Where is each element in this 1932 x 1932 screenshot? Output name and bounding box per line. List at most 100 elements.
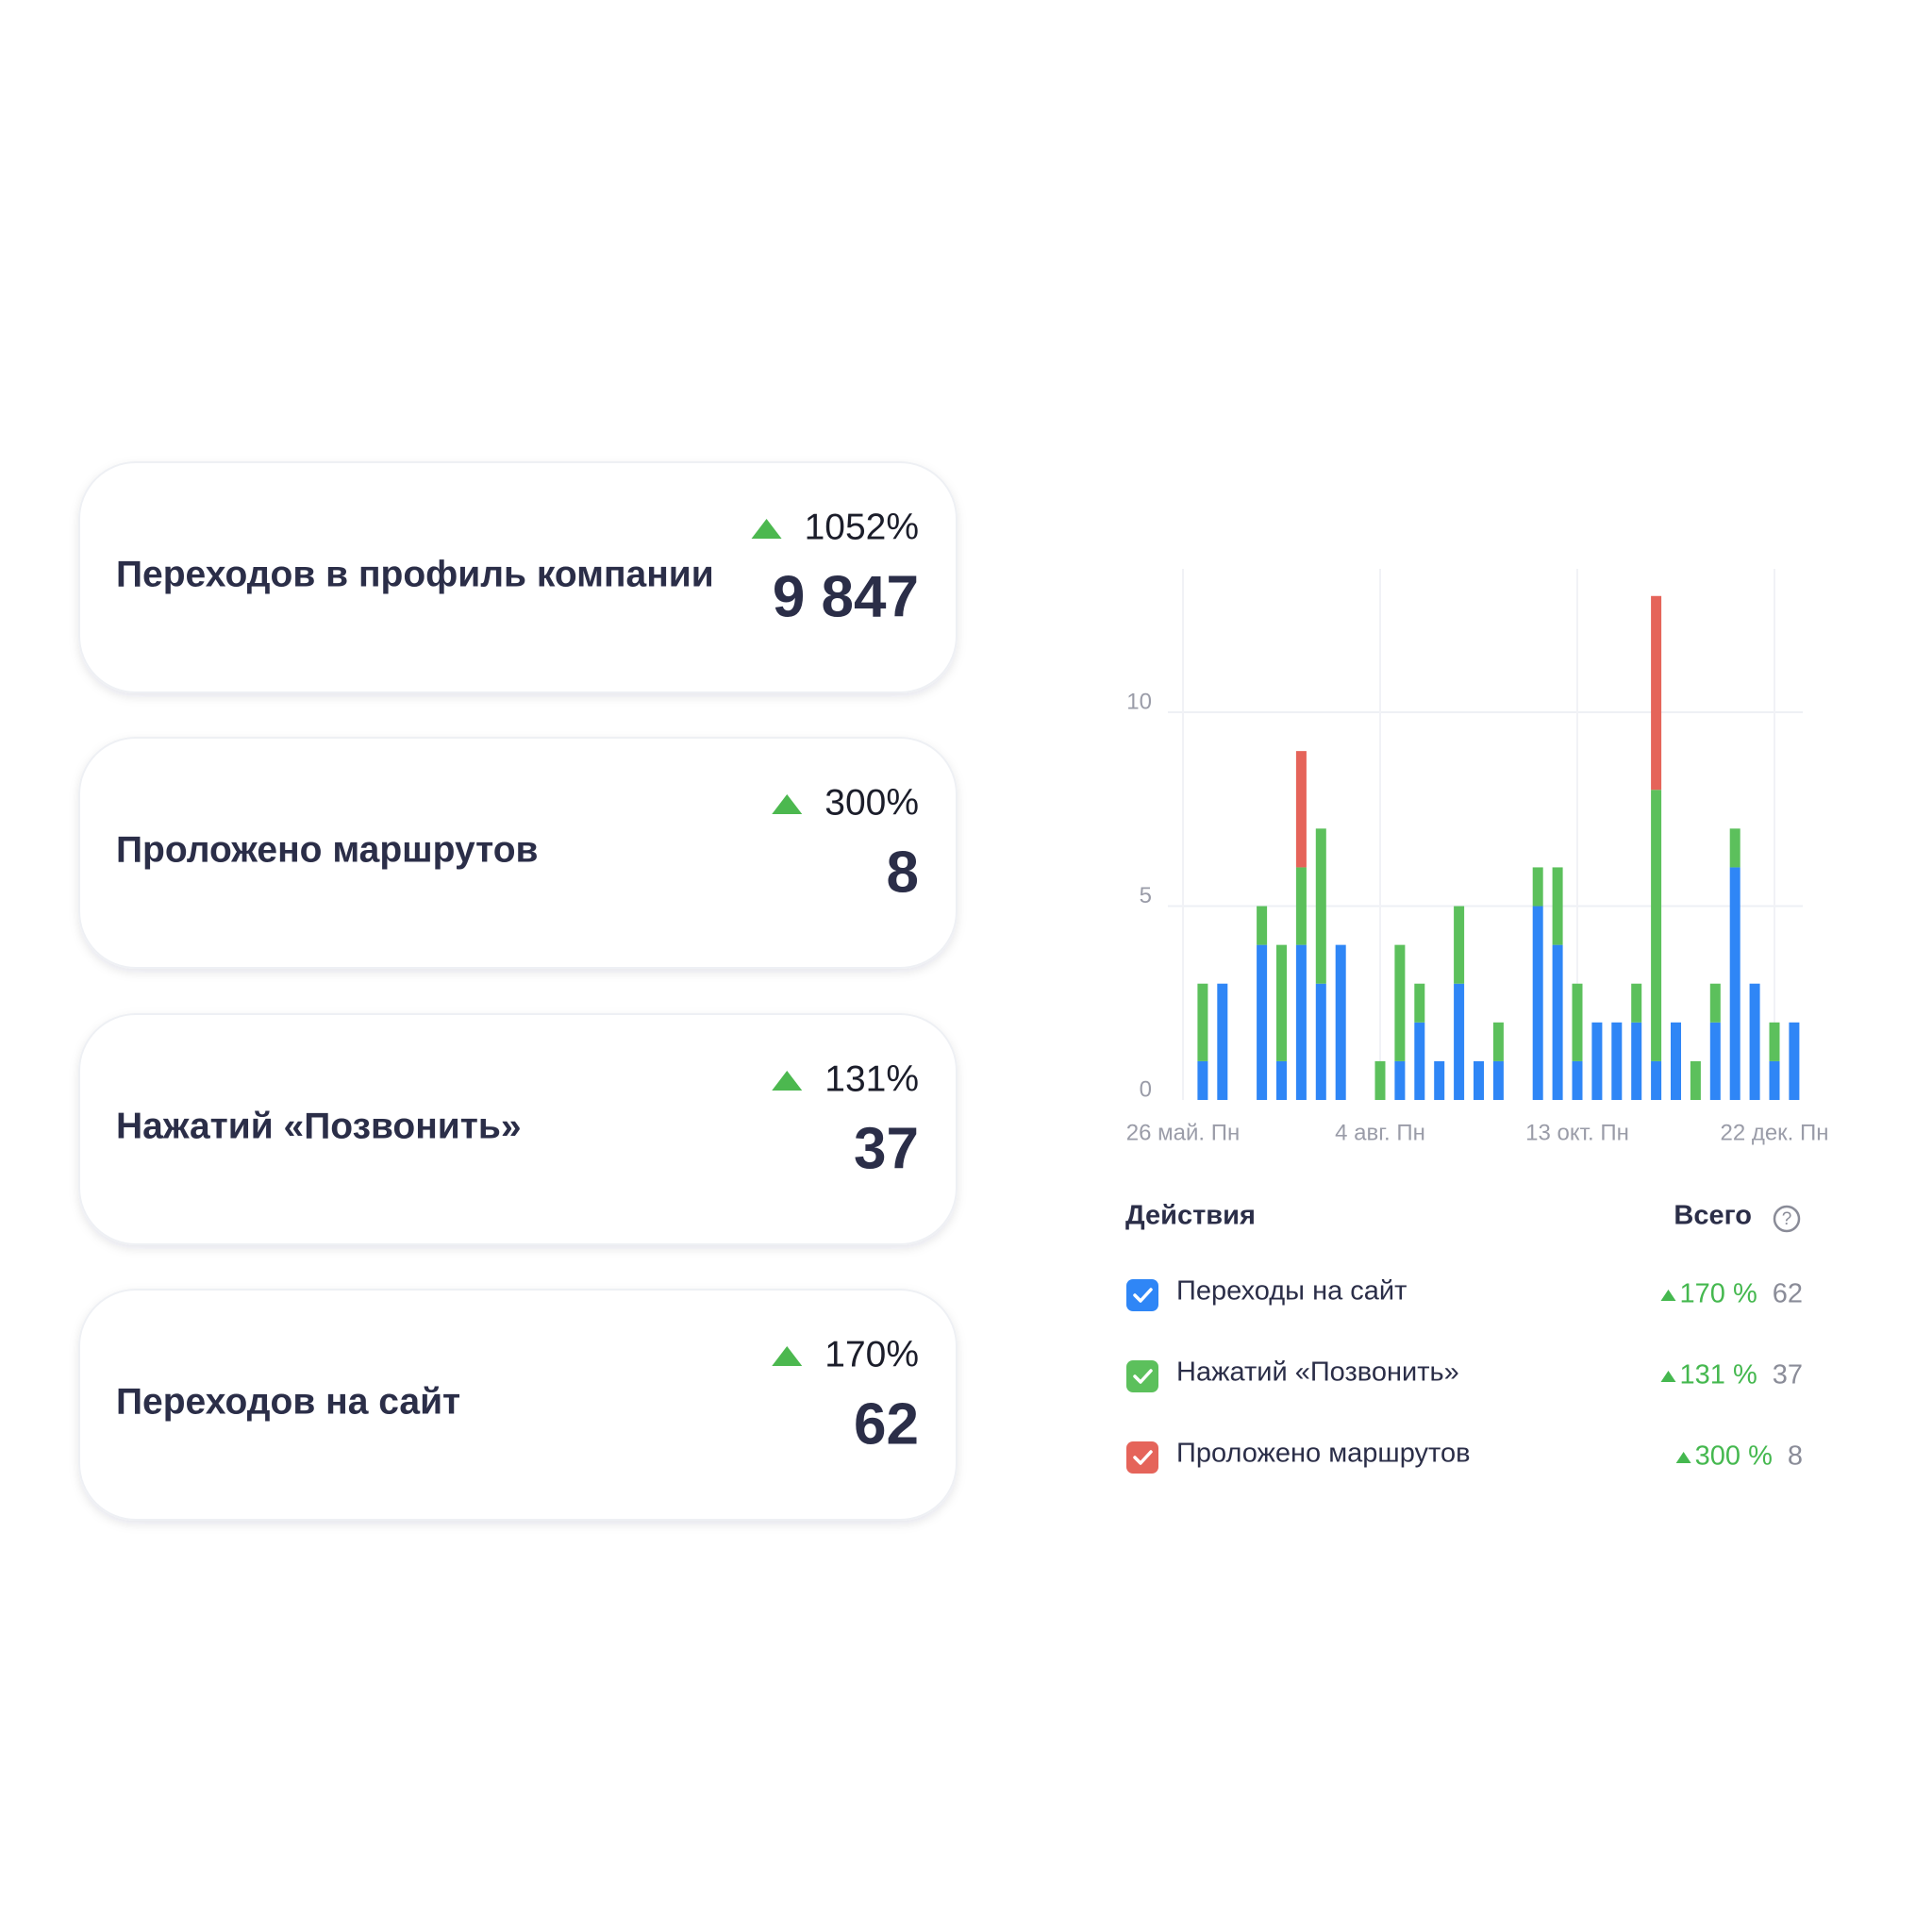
card-bg xyxy=(78,737,958,969)
bar-segment xyxy=(1276,944,1287,1061)
legend-label: Проложено маршрутов xyxy=(1176,1439,1471,1469)
y-tick-label: 5 xyxy=(1140,883,1152,908)
bar-segment xyxy=(1414,1022,1425,1100)
bar-segment xyxy=(1631,1022,1642,1100)
card-value: 62 xyxy=(854,1391,919,1457)
bar-segment xyxy=(1257,944,1268,1100)
card-bg xyxy=(78,1013,958,1245)
bar-segment xyxy=(1591,1022,1603,1100)
card-bg xyxy=(78,1289,958,1521)
bar-segment xyxy=(1651,1060,1662,1100)
legend-total: 62 xyxy=(1773,1279,1803,1309)
card-change: 1052% xyxy=(805,507,919,547)
bar-segment xyxy=(1257,906,1268,945)
bar-segment xyxy=(1729,828,1740,868)
bar-segment xyxy=(1532,906,1543,1100)
legend-row[interactable]: Переходы на сайт 62 170 % xyxy=(1126,1276,1803,1311)
card-change: 300% xyxy=(824,782,919,823)
stat-card: Нажатий «Позвонить» 131% 37 xyxy=(78,1013,958,1245)
bar-segment xyxy=(1295,944,1307,1100)
card-change: 131% xyxy=(824,1058,919,1099)
bar-segment xyxy=(1651,790,1662,1061)
bar-segment xyxy=(1611,1022,1623,1100)
help-icon xyxy=(1773,1205,1801,1233)
card-value: 8 xyxy=(887,840,919,905)
bar-segment xyxy=(1729,867,1740,1100)
bar-segment xyxy=(1454,983,1465,1100)
legend-total: 37 xyxy=(1773,1360,1803,1391)
help-mark: ? xyxy=(1782,1209,1792,1229)
bar-segment xyxy=(1492,1022,1504,1061)
legend-change: 131 % xyxy=(1680,1360,1757,1391)
bar-segment xyxy=(1295,867,1307,945)
bar-segment xyxy=(1454,906,1465,984)
card-bg xyxy=(78,461,958,693)
legend-row[interactable]: Нажатий «Позвонить» 37 131 % xyxy=(1126,1357,1803,1392)
up-arrow xyxy=(1660,1290,1676,1301)
legend-label: Нажатий «Позвонить» xyxy=(1176,1357,1459,1388)
bar-segment xyxy=(1749,983,1760,1100)
up-arrow xyxy=(772,1346,803,1366)
bar-segment xyxy=(1769,1060,1780,1100)
legend-checkbox[interactable] xyxy=(1126,1279,1158,1311)
bar-segment xyxy=(1394,1060,1406,1100)
up-arrow xyxy=(751,519,782,539)
legend-change: 170 % xyxy=(1680,1279,1757,1309)
bar-segment xyxy=(1394,944,1406,1061)
y-tick-label: 10 xyxy=(1126,689,1152,714)
up-arrow xyxy=(772,1071,803,1091)
y-tick-label: 0 xyxy=(1140,1076,1152,1102)
bar-segment xyxy=(1374,1060,1386,1100)
bar-segment xyxy=(1414,983,1425,1023)
bar-segment xyxy=(1709,1022,1721,1100)
up-arrow xyxy=(1660,1371,1676,1382)
bar-segment xyxy=(1315,983,1326,1100)
card-value: 37 xyxy=(854,1116,919,1181)
bar-segment xyxy=(1709,983,1721,1023)
legend-checkbox[interactable] xyxy=(1126,1441,1158,1474)
check-mark xyxy=(1133,1450,1153,1465)
card-change: 170% xyxy=(824,1334,919,1374)
bar-segment xyxy=(1572,1060,1583,1100)
bar-segment xyxy=(1671,1022,1681,1100)
x-tick-label: 26 май. Пн xyxy=(1126,1120,1240,1145)
card-title: Нажатий «Позвонить» xyxy=(116,1106,522,1146)
legend-row[interactable]: Проложено маршрутов 8 300 % xyxy=(1126,1439,1803,1474)
bar-segment xyxy=(1552,944,1563,1100)
bar-segment xyxy=(1197,983,1208,1061)
bar-segment xyxy=(1651,595,1662,791)
x-tick-label: 4 авг. Пн xyxy=(1335,1120,1425,1145)
card-title: Переходов на сайт xyxy=(116,1381,460,1422)
bar-segment xyxy=(1315,828,1326,984)
legend-total: 8 xyxy=(1788,1441,1803,1472)
check-mark xyxy=(1133,1288,1153,1303)
bar-segment xyxy=(1552,867,1563,945)
up-arrow xyxy=(1675,1452,1691,1463)
bar-segment xyxy=(1295,751,1307,868)
bar-segment xyxy=(1572,983,1583,1061)
bar-segment xyxy=(1335,944,1346,1100)
legend-change: 300 % xyxy=(1695,1441,1773,1472)
bar-segment xyxy=(1197,1060,1208,1100)
check-mark xyxy=(1133,1369,1153,1384)
bar-segment xyxy=(1474,1060,1484,1100)
legend-checkbox[interactable] xyxy=(1126,1360,1158,1392)
bar-segment xyxy=(1276,1060,1287,1100)
card-title: Проложено маршрутов xyxy=(116,829,539,870)
bar-segment xyxy=(1789,1022,1800,1100)
bar-segment xyxy=(1492,1060,1504,1100)
bar-segment xyxy=(1690,1060,1701,1100)
bar-segment xyxy=(1434,1060,1445,1100)
x-tick-label: 22 дек. Пн xyxy=(1720,1120,1828,1145)
card-value: 9 847 xyxy=(773,564,919,629)
bar-segment xyxy=(1769,1022,1780,1061)
x-tick-label: 13 окт. Пн xyxy=(1525,1120,1629,1145)
bar-segment xyxy=(1532,867,1543,907)
stat-card: Проложено маршрутов 300% 8 xyxy=(78,737,958,969)
card-title: Переходов в профиль компании xyxy=(116,554,714,594)
legend-label: Переходы на сайт xyxy=(1176,1276,1407,1307)
bar-segment xyxy=(1631,983,1642,1023)
bar-segment xyxy=(1217,983,1228,1100)
legend-title: Действия xyxy=(1125,1201,1256,1231)
